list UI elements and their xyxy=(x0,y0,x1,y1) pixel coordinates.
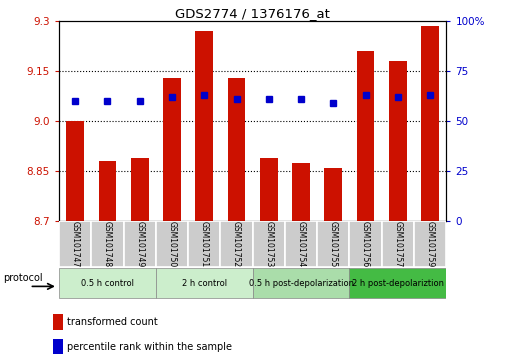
Text: GSM101749: GSM101749 xyxy=(135,221,144,267)
Bar xyxy=(292,163,310,221)
Bar xyxy=(260,158,278,221)
Bar xyxy=(53,339,63,354)
Text: GSM101756: GSM101756 xyxy=(361,221,370,267)
Text: 2 h control: 2 h control xyxy=(182,279,227,288)
Text: GSM101753: GSM101753 xyxy=(264,221,273,267)
Bar xyxy=(66,121,84,221)
Text: GSM101748: GSM101748 xyxy=(103,221,112,267)
Text: GSM101754: GSM101754 xyxy=(297,221,306,267)
Bar xyxy=(131,158,149,221)
Bar xyxy=(285,221,317,267)
Bar xyxy=(53,314,63,330)
Bar xyxy=(59,221,91,267)
Bar xyxy=(252,268,349,298)
Text: 0.5 h post-depolarization: 0.5 h post-depolarization xyxy=(249,279,353,288)
Text: 0.5 h control: 0.5 h control xyxy=(81,279,134,288)
Text: transformed count: transformed count xyxy=(67,317,158,327)
Bar xyxy=(91,221,124,267)
Bar xyxy=(324,168,342,221)
Bar xyxy=(317,221,349,267)
Bar xyxy=(349,268,446,298)
Text: 2 h post-depolariztion: 2 h post-depolariztion xyxy=(352,279,444,288)
Bar xyxy=(124,221,156,267)
Bar xyxy=(349,221,382,267)
Text: GSM101757: GSM101757 xyxy=(393,221,402,267)
Bar xyxy=(188,221,221,267)
Bar xyxy=(163,78,181,221)
Text: protocol: protocol xyxy=(3,273,43,284)
Text: GSM101752: GSM101752 xyxy=(232,221,241,267)
Bar xyxy=(195,31,213,221)
Bar xyxy=(382,221,414,267)
Text: GSM101750: GSM101750 xyxy=(167,221,176,267)
Text: percentile rank within the sample: percentile rank within the sample xyxy=(67,342,232,352)
Bar xyxy=(59,268,156,298)
Title: GDS2774 / 1376176_at: GDS2774 / 1376176_at xyxy=(175,7,330,20)
Text: GSM101755: GSM101755 xyxy=(329,221,338,267)
Bar xyxy=(156,268,252,298)
Bar xyxy=(357,51,374,221)
Bar xyxy=(156,221,188,267)
Text: GSM101759: GSM101759 xyxy=(426,221,435,267)
Bar xyxy=(414,221,446,267)
Text: GSM101747: GSM101747 xyxy=(71,221,80,267)
Bar xyxy=(228,78,245,221)
Bar xyxy=(98,161,116,221)
Bar xyxy=(389,61,407,221)
Text: GSM101751: GSM101751 xyxy=(200,221,209,267)
Bar xyxy=(221,221,252,267)
Bar xyxy=(252,221,285,267)
Bar xyxy=(421,26,439,221)
